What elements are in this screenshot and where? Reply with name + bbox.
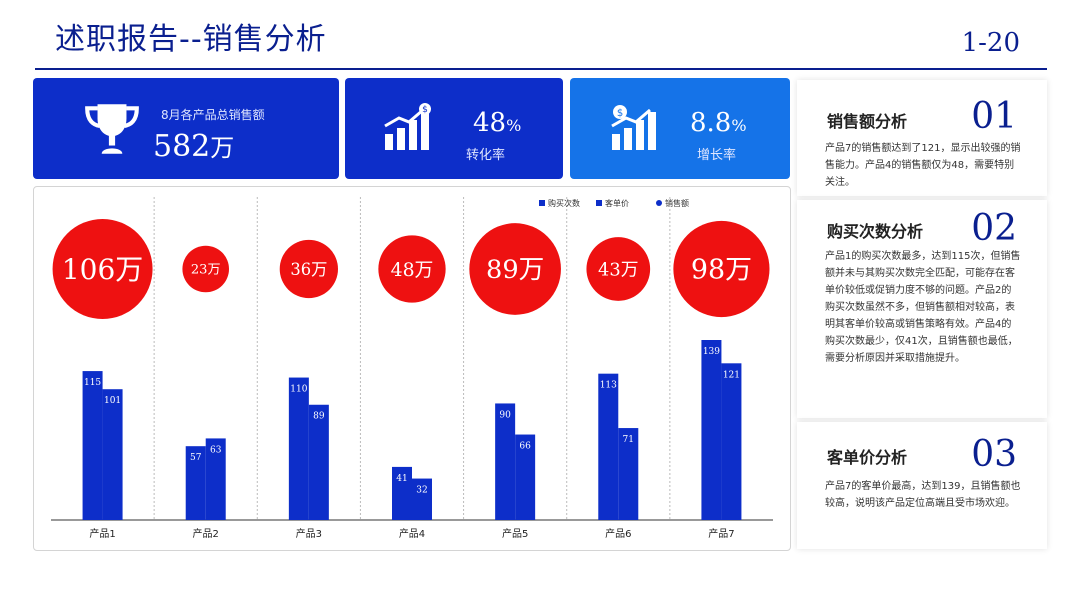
kpi-conversion-card: $ 48% 转化率 bbox=[345, 78, 563, 179]
bar-value-label: 139 bbox=[703, 347, 720, 357]
category-label: 产品7 bbox=[708, 527, 734, 540]
sales-bubble bbox=[378, 235, 446, 303]
sales-bubble-label: 48万 bbox=[391, 260, 434, 281]
panel-text: 产品7的销售额达到了121，显示出较强的销售能力。产品4的销售额仅为48，需要特… bbox=[825, 143, 1021, 188]
legend-marker bbox=[596, 200, 602, 206]
sales-bubble-label: 23万 bbox=[191, 263, 221, 278]
bar-unit-price bbox=[618, 428, 639, 520]
bar-purchase-count bbox=[392, 466, 412, 520]
growth-chart-icon: $ bbox=[384, 103, 431, 150]
bar-value-label: 41 bbox=[396, 474, 407, 484]
bar-purchase-count bbox=[82, 371, 103, 520]
sales-bubble-label: 43万 bbox=[598, 259, 639, 280]
kpi-total-sales-caption: 8月各产品总销售额 bbox=[161, 108, 265, 122]
sales-bubble-label: 98万 bbox=[691, 255, 752, 286]
legend-label: 客单价 bbox=[605, 198, 629, 208]
category-label: 产品4 bbox=[399, 527, 425, 540]
bar-purchase-count bbox=[598, 373, 619, 520]
panel-text: 产品1的购买次数最多，达到115次，但销售额并未与其购买次数完全匹配，可能存在客… bbox=[825, 251, 1021, 364]
sales-bubble bbox=[469, 223, 561, 315]
sales-bubble bbox=[673, 220, 770, 318]
sales-bubble-label: 36万 bbox=[290, 260, 327, 279]
svg-text:$: $ bbox=[422, 105, 428, 115]
legend-label: 销售额 bbox=[665, 198, 689, 208]
sales-analysis-panel: 销售额分析 01 产品7的销售额达到了121，显示出较强的销售能力。产品4的销售… bbox=[797, 80, 1047, 196]
bar-value-label: 121 bbox=[723, 370, 740, 380]
kpi-total-sales-value: 582万 bbox=[153, 129, 235, 164]
bar-value-label: 57 bbox=[190, 453, 202, 463]
sales-chart-card: 购买次数 客单价 销售额 115 101 106万产品1 57 63 23万产品2 110 89 36… bbox=[33, 186, 791, 551]
bar-purchase-count bbox=[701, 340, 722, 520]
bar-unit-price bbox=[102, 389, 123, 520]
trophy-icon bbox=[85, 104, 139, 154]
kpi-conversion-caption: 转化率 bbox=[466, 148, 506, 163]
panel-heading: 客单价分析 bbox=[827, 448, 908, 467]
header-divider bbox=[35, 68, 1047, 70]
bar-value-label: 89 bbox=[313, 412, 325, 422]
kpi-growth-value: 8.8% bbox=[690, 108, 747, 138]
legend-marker bbox=[539, 200, 545, 206]
kpi-growth-card: $ 8.8% 增长率 bbox=[570, 78, 790, 179]
bar-value-label: 113 bbox=[600, 381, 617, 391]
kpi-conversion-value: 48% bbox=[473, 108, 522, 138]
bar-value-label: 71 bbox=[623, 435, 634, 445]
sales-bubble-label: 89万 bbox=[486, 255, 544, 285]
bar-unit-price bbox=[308, 404, 329, 520]
panel-number: 03 bbox=[971, 434, 1017, 475]
category-label: 产品5 bbox=[502, 527, 528, 540]
bar-value-label: 63 bbox=[210, 445, 222, 455]
svg-text:$: $ bbox=[617, 108, 623, 119]
kpi-total-sales-card: 8月各产品总销售额 582万 bbox=[33, 78, 339, 179]
category-label: 产品2 bbox=[193, 527, 219, 540]
bar-purchase-count bbox=[495, 403, 516, 520]
bar-value-label: 66 bbox=[519, 442, 531, 452]
sales-bubble bbox=[52, 219, 153, 319]
unit-price-panel: 客单价分析 03 产品7的客单价最高，达到139，且销售额也较高，说明该产品定位… bbox=[797, 422, 1047, 549]
sales-bubble bbox=[279, 239, 338, 299]
panel-text: 产品7的客单价最高，达到139，且销售额也较高，说明该产品定位高端且受市场欢迎。 bbox=[825, 481, 1021, 509]
bar-unit-price bbox=[515, 434, 536, 520]
category-label: 产品1 bbox=[89, 527, 115, 540]
bar-value-label: 115 bbox=[84, 378, 101, 388]
category-label: 产品3 bbox=[296, 527, 322, 540]
sales-bubble bbox=[182, 245, 230, 293]
legend-marker bbox=[656, 200, 662, 206]
sales-bubble-label: 106万 bbox=[62, 253, 143, 286]
page-number: 1-20 bbox=[961, 28, 1020, 58]
purchase-count-panel: 购买次数分析 02 产品1的购买次数最多，达到115次，但销售额并未与其购买次数… bbox=[797, 200, 1047, 418]
bar-unit-price bbox=[412, 478, 432, 520]
bar-unit-price bbox=[721, 363, 742, 520]
bar-unit-price bbox=[205, 438, 226, 520]
bar-value-label: 90 bbox=[499, 410, 511, 420]
panel-heading: 销售额分析 bbox=[827, 112, 908, 131]
page-title: 述职报告--销售分析 bbox=[55, 22, 327, 57]
kpi-growth-caption: 增长率 bbox=[697, 148, 737, 163]
legend-label: 购买次数 bbox=[548, 198, 580, 208]
category-label: 产品6 bbox=[605, 527, 631, 540]
bar-value-label: 101 bbox=[104, 396, 121, 406]
panel-number: 02 bbox=[971, 208, 1017, 249]
bar-purchase-count bbox=[288, 377, 309, 520]
growth-chart-icon: $ bbox=[611, 105, 656, 150]
bar-purchase-count bbox=[185, 446, 206, 520]
panel-heading: 购买次数分析 bbox=[827, 222, 924, 241]
sales-bubble bbox=[586, 237, 651, 301]
bar-value-label: 32 bbox=[416, 486, 427, 496]
bar-value-label: 110 bbox=[290, 385, 307, 395]
panel-number: 01 bbox=[971, 96, 1017, 137]
